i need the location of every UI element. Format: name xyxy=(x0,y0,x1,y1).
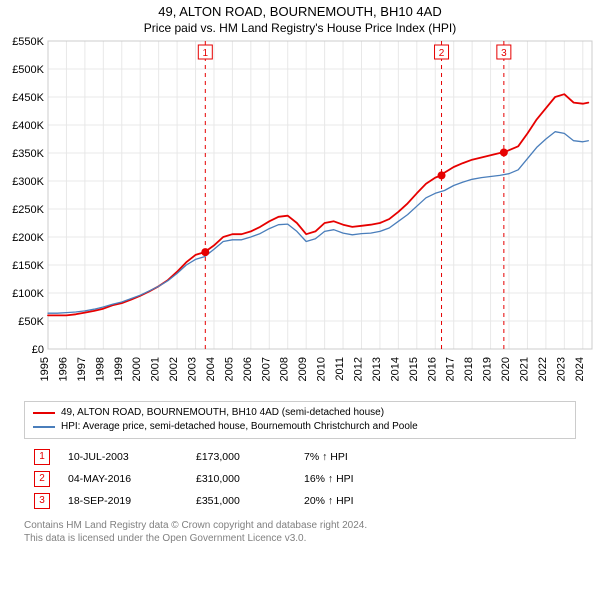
legend-swatch xyxy=(33,412,55,414)
legend-row: 49, ALTON ROAD, BOURNEMOUTH, BH10 4AD (s… xyxy=(33,406,567,420)
sale-price: £310,000 xyxy=(188,469,294,489)
svg-text:2001: 2001 xyxy=(150,357,162,381)
chart-container: £0 £50K £100K £150K £200K £250K £300K £350K £400… xyxy=(0,35,600,395)
svg-text:2017: 2017 xyxy=(445,357,457,381)
svg-text:2021: 2021 xyxy=(518,357,530,381)
footnote-line2: This data is licensed under the Open Gov… xyxy=(24,533,306,544)
svg-text:£200K: £200K xyxy=(12,232,44,244)
svg-text:2016: 2016 xyxy=(426,357,438,381)
svg-text:2009: 2009 xyxy=(297,357,309,381)
svg-text:2011: 2011 xyxy=(334,357,346,381)
svg-text:£250K: £250K xyxy=(12,204,44,216)
legend-label: HPI: Average price, semi-detached house,… xyxy=(61,420,418,434)
svg-text:2000: 2000 xyxy=(131,357,143,381)
svg-text:2003: 2003 xyxy=(187,357,199,381)
sale-date: 04-MAY-2016 xyxy=(60,469,186,489)
chart-title-main: 49, ALTON ROAD, BOURNEMOUTH, BH10 4AD xyxy=(0,4,600,19)
legend-label: 49, ALTON ROAD, BOURNEMOUTH, BH10 4AD (s… xyxy=(61,406,384,420)
svg-text:£0: £0 xyxy=(32,344,44,356)
chart-title-sub: Price paid vs. HM Land Registry's House … xyxy=(0,21,600,35)
svg-text:2019: 2019 xyxy=(482,357,494,381)
svg-text:2007: 2007 xyxy=(260,357,272,381)
svg-text:£100K: £100K xyxy=(12,288,44,300)
svg-text:1999: 1999 xyxy=(113,357,125,381)
svg-text:2: 2 xyxy=(439,48,445,59)
sale-diff: 20% ↑ HPI xyxy=(296,491,362,511)
sale-date: 18-SEP-2019 xyxy=(60,491,186,511)
legend-swatch xyxy=(33,426,55,428)
svg-text:2006: 2006 xyxy=(242,357,254,381)
sale-index-box: 2 xyxy=(34,471,50,487)
svg-text:2002: 2002 xyxy=(168,357,180,381)
svg-text:2020: 2020 xyxy=(500,357,512,381)
line-chart: £0 £50K £100K £150K £200K £250K £300K £350K £400… xyxy=(0,35,600,395)
svg-text:2012: 2012 xyxy=(352,357,364,381)
svg-text:1998: 1998 xyxy=(94,357,106,381)
sale-price: £173,000 xyxy=(188,447,294,467)
sale-date: 10-JUL-2003 xyxy=(60,447,186,467)
svg-text:3: 3 xyxy=(501,48,507,59)
sale-price: £351,000 xyxy=(188,491,294,511)
svg-text:2024: 2024 xyxy=(574,357,586,381)
svg-text:1995: 1995 xyxy=(39,357,51,381)
legend-row: HPI: Average price, semi-detached house,… xyxy=(33,420,567,434)
sale-index-box: 1 xyxy=(34,449,50,465)
sales-row: 3 18-SEP-2019£351,00020% ↑ HPI xyxy=(26,491,362,511)
svg-text:2022: 2022 xyxy=(537,357,549,381)
svg-text:£350K: £350K xyxy=(12,148,44,160)
sales-row: 1 10-JUL-2003£173,0007% ↑ HPI xyxy=(26,447,362,467)
svg-text:£150K: £150K xyxy=(12,260,44,272)
svg-text:2023: 2023 xyxy=(555,357,567,381)
chart-footnote: Contains HM Land Registry data © Crown c… xyxy=(24,519,576,545)
svg-text:1996: 1996 xyxy=(57,357,69,381)
sale-index-box: 3 xyxy=(34,493,50,509)
svg-text:£50K: £50K xyxy=(18,316,44,328)
svg-text:£400K: £400K xyxy=(12,120,44,132)
sales-table: 1 10-JUL-2003£173,0007% ↑ HPI 2 04-MAY-2016… xyxy=(24,445,364,513)
sale-diff: 7% ↑ HPI xyxy=(296,447,362,467)
svg-text:2004: 2004 xyxy=(205,357,217,381)
svg-text:£300K: £300K xyxy=(12,176,44,188)
svg-text:2013: 2013 xyxy=(371,357,383,381)
footnote-line1: Contains HM Land Registry data © Crown c… xyxy=(24,520,367,531)
svg-text:£450K: £450K xyxy=(12,92,44,104)
svg-text:2014: 2014 xyxy=(389,357,401,381)
sale-diff: 16% ↑ HPI xyxy=(296,469,362,489)
sales-row: 2 04-MAY-2016£310,00016% ↑ HPI xyxy=(26,469,362,489)
svg-text:2005: 2005 xyxy=(223,357,235,381)
svg-text:£500K: £500K xyxy=(12,64,44,76)
svg-text:2018: 2018 xyxy=(463,357,475,381)
svg-text:1: 1 xyxy=(203,48,209,59)
svg-text:2010: 2010 xyxy=(316,357,328,381)
svg-text:£550K: £550K xyxy=(12,36,44,48)
chart-legend: 49, ALTON ROAD, BOURNEMOUTH, BH10 4AD (s… xyxy=(24,401,576,439)
svg-text:2008: 2008 xyxy=(279,357,291,381)
svg-text:2015: 2015 xyxy=(408,357,420,381)
svg-text:1997: 1997 xyxy=(76,357,88,381)
